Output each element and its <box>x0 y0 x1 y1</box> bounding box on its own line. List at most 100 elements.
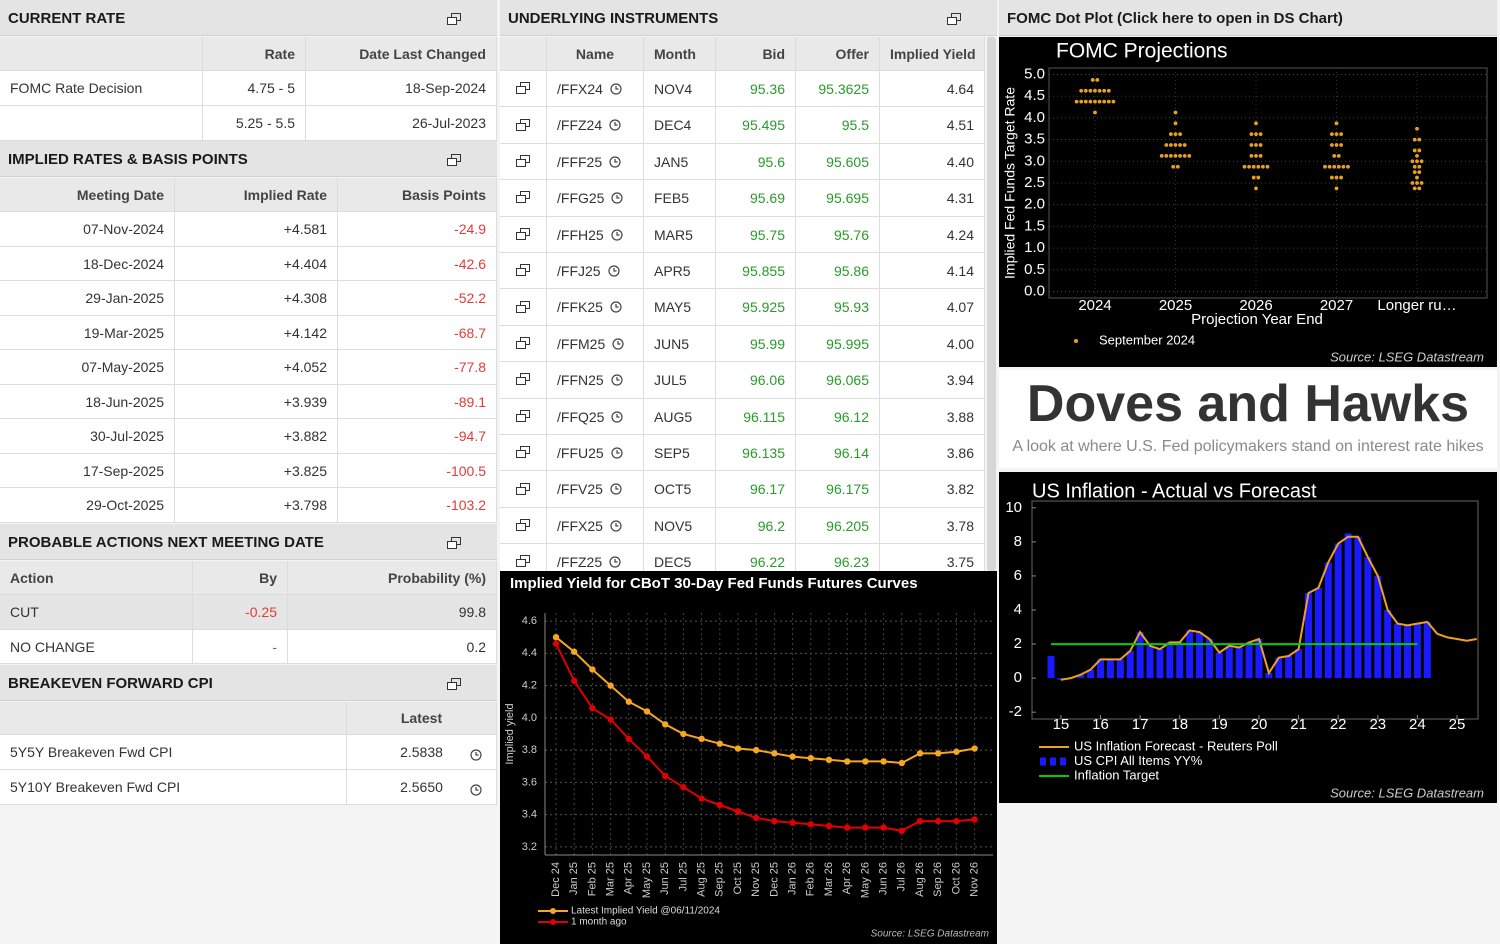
table-cell: 95.605 <box>796 143 880 181</box>
icon-part <box>614 158 618 163</box>
y-tick-label: 1.5 <box>1024 217 1045 234</box>
bar <box>1156 649 1164 679</box>
clock-icon[interactable] <box>609 119 621 131</box>
bar <box>1394 623 1402 679</box>
x-tick-label: 23 <box>1369 716 1386 733</box>
table-cell: /FFV25 <box>547 471 644 508</box>
popout-icon[interactable] <box>516 446 530 459</box>
cell-text: JUN5 <box>654 335 690 352</box>
clock-icon[interactable] <box>609 556 621 568</box>
cell-text: 07-May-2025 <box>81 359 165 375</box>
point <box>643 753 651 760</box>
clock-icon[interactable] <box>611 374 623 386</box>
cell-text: 2.5650 <box>400 779 443 795</box>
y-tick-label: 4.2 <box>522 680 537 692</box>
popout-icon[interactable] <box>447 537 461 549</box>
dot <box>1412 164 1417 169</box>
dot <box>1415 159 1419 164</box>
dot <box>1258 132 1263 137</box>
column-header: Action <box>0 561 193 595</box>
row-icon-cell <box>500 471 547 508</box>
cell-text: 5.25 - 5.5 <box>235 115 295 131</box>
table-cell: APR5 <box>644 253 716 290</box>
scrollbar[interactable] <box>987 37 996 571</box>
dot <box>1247 164 1251 169</box>
x-tick-label: 21 <box>1290 716 1307 733</box>
clock-icon[interactable] <box>611 447 623 459</box>
popout-icon[interactable] <box>516 336 530 349</box>
bar <box>1275 657 1283 679</box>
clock-icon[interactable] <box>611 192 624 204</box>
dot <box>1412 137 1417 142</box>
icon-part <box>516 377 526 386</box>
popout-icon[interactable] <box>516 373 530 386</box>
clock-icon[interactable] <box>609 156 621 168</box>
chart-header[interactable]: FOMC Dot Plot (Click here to open in DS … <box>999 0 1497 36</box>
dot <box>1169 143 1173 147</box>
popout-icon[interactable] <box>447 154 461 166</box>
x-tick-label: 24 <box>1409 716 1426 733</box>
popout-icon[interactable] <box>447 13 461 25</box>
icon-part <box>609 156 621 168</box>
table-cell: 95.69 <box>716 180 796 217</box>
popout-icon[interactable] <box>516 264 530 277</box>
x-tick-label: 20 <box>1251 716 1268 733</box>
clock-icon[interactable] <box>611 228 623 241</box>
cell-text: 4.14 <box>946 263 974 279</box>
popout-icon[interactable] <box>516 118 530 131</box>
clock-icon[interactable] <box>610 520 622 532</box>
table-cell: 96.14 <box>796 435 880 472</box>
table-cell: 5Y5Y Breakeven Fwd CPI <box>0 735 347 770</box>
dot <box>1339 143 1343 147</box>
popout-icon[interactable] <box>516 518 530 531</box>
clock-icon[interactable] <box>611 410 624 423</box>
clock-icon[interactable] <box>612 338 624 350</box>
cell-text: /FFV25 <box>557 481 603 498</box>
table-cell: 18-Sep-2024 <box>306 71 497 106</box>
banner-title: Doves and Hawks <box>1026 375 1470 433</box>
popout-icon[interactable] <box>516 555 530 568</box>
icon-part <box>617 340 621 345</box>
popout-icon[interactable] <box>947 13 961 25</box>
cell-text: -68.7 <box>454 324 486 341</box>
cell-text: 5Y10Y Breakeven Fwd CPI <box>10 779 181 795</box>
popout-icon[interactable] <box>516 191 530 204</box>
dot <box>1182 153 1187 158</box>
popout-icon[interactable] <box>516 154 530 167</box>
bar <box>1215 652 1223 679</box>
table-cell: 3.88 <box>880 398 985 435</box>
popout-icon[interactable] <box>516 82 530 95</box>
y-tick-label: 2.0 <box>1024 196 1045 213</box>
dot <box>1334 143 1339 147</box>
x-tick-label: Mar 26 <box>823 862 835 896</box>
point <box>953 748 960 755</box>
clock-icon[interactable] <box>470 783 482 796</box>
legend-marker <box>1040 757 1046 766</box>
dot <box>1334 175 1339 180</box>
popout-icon[interactable] <box>516 300 530 313</box>
table-cell: 96.065 <box>796 362 880 399</box>
table-cell: 5.25 - 5.5 <box>203 106 306 141</box>
cell-text: -77.8 <box>454 359 486 375</box>
dot <box>1419 159 1424 164</box>
clock-icon[interactable] <box>610 483 622 495</box>
dot <box>1173 153 1178 158</box>
popout-icon[interactable] <box>447 678 461 690</box>
clock-icon[interactable] <box>607 265 620 277</box>
table-cell: 96.2 <box>716 507 796 545</box>
cell-text: 4.40 <box>946 153 974 170</box>
popout-icon[interactable] <box>516 227 530 240</box>
panel-title: CURRENT RATE <box>0 0 497 36</box>
clock-icon[interactable] <box>470 748 482 761</box>
clock-icon[interactable] <box>610 301 622 313</box>
bar <box>1285 655 1293 679</box>
table-cell: 3.86 <box>880 435 985 472</box>
doves-banner[interactable]: Doves and Hawks A look at where U.S. Fed … <box>999 370 1497 468</box>
clock-icon[interactable] <box>610 83 622 95</box>
table-cell: 4.24 <box>880 216 985 253</box>
popout-icon[interactable] <box>516 482 530 495</box>
cell-text: SEP5 <box>654 445 690 461</box>
popout-icon[interactable] <box>516 409 530 422</box>
table-cell: 3.78 <box>880 507 985 545</box>
table-cell: /FFF25 <box>547 143 644 181</box>
